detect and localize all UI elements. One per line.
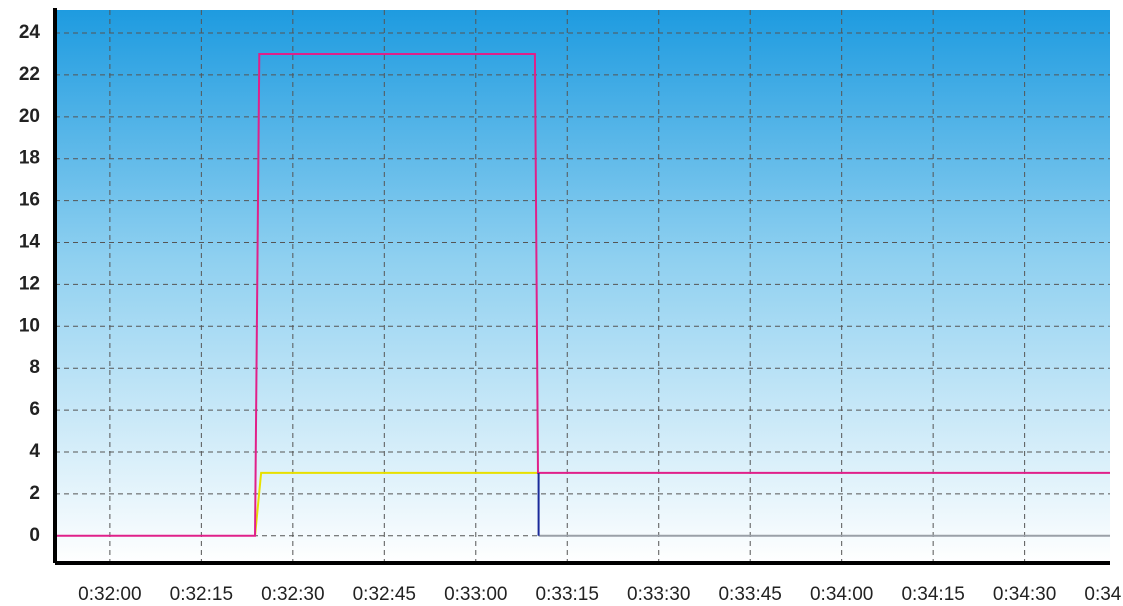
y-tick-label: 4 bbox=[29, 441, 40, 462]
x-tick-label: 0:33:15 bbox=[536, 584, 599, 605]
x-tick-label: 0:33:45 bbox=[718, 584, 781, 605]
x-tick-label: 0:34:00 bbox=[810, 584, 873, 605]
y-tick-label: 24 bbox=[19, 22, 41, 43]
y-tick-label: 10 bbox=[19, 315, 40, 336]
page: {"chart_data": {"type": "line", "xlim": … bbox=[0, 0, 1123, 606]
plot-background bbox=[55, 10, 1110, 563]
y-tick-label: 20 bbox=[19, 106, 40, 127]
y-tick-label: 0 bbox=[29, 525, 40, 546]
x-tick-label: 0:32:00 bbox=[78, 584, 141, 605]
x-tick-label: 0:33:00 bbox=[444, 584, 507, 605]
y-tick-label: 6 bbox=[29, 399, 40, 420]
chart: 0246810121416182022240:32:000:32:150:32:… bbox=[0, 0, 1123, 606]
y-tick-label: 14 bbox=[19, 232, 41, 253]
y-tick-label: 12 bbox=[19, 273, 40, 294]
y-tick-label: 16 bbox=[19, 190, 40, 211]
x-tick-label: 0:34:15 bbox=[901, 584, 964, 605]
y-tick-label: 8 bbox=[29, 357, 40, 378]
x-tick-label: 0:34:45 bbox=[1084, 584, 1123, 605]
y-tick-label: 22 bbox=[19, 64, 40, 85]
x-tick-label: 0:34:30 bbox=[993, 584, 1056, 605]
y-tick-label: 18 bbox=[19, 148, 40, 169]
x-tick-label: 0:32:15 bbox=[170, 584, 233, 605]
x-tick-label: 0:33:30 bbox=[627, 584, 690, 605]
x-tick-label: 0:32:30 bbox=[261, 584, 324, 605]
x-tick-label: 0:32:45 bbox=[353, 584, 416, 605]
y-tick-label: 2 bbox=[29, 483, 40, 504]
